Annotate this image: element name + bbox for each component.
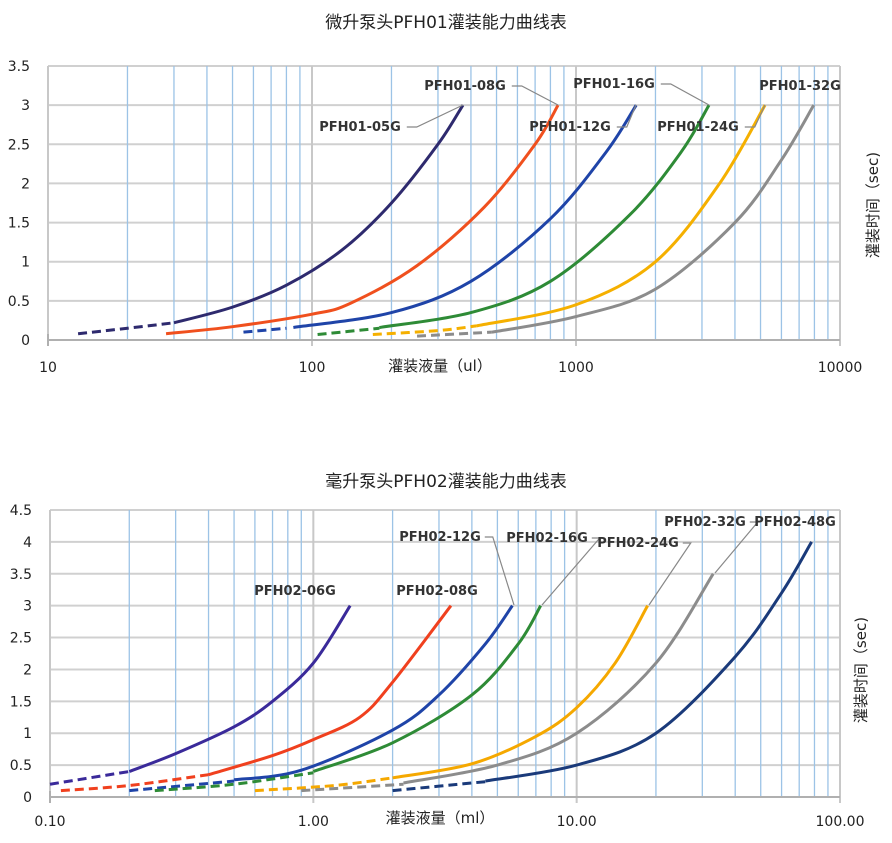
x-tick-label: 1000 <box>558 360 594 376</box>
series-label-leader <box>484 536 515 606</box>
series-pfh02-12g: PFH02-12G <box>129 530 515 793</box>
grid <box>47 65 841 346</box>
series-label-leader <box>744 104 766 128</box>
y-tick-label: 0.5 <box>10 758 32 774</box>
y-tick-label: 3 <box>21 98 30 114</box>
series-dashed-line <box>416 330 492 338</box>
series-pfh01-32g: PFH01-32G <box>416 79 841 338</box>
y-axis-title: 灌装时间（sec) <box>852 617 870 723</box>
series-solid-line <box>293 104 638 329</box>
series-pfh02-16g: PFH02-16G <box>154 531 602 793</box>
series-label: PFH02-06G <box>254 584 336 599</box>
series-label-leader <box>406 104 464 128</box>
series-solid-line <box>476 104 767 328</box>
y-tick-label: 1 <box>21 255 30 271</box>
series-label: PFH01-08G <box>424 79 506 94</box>
series-dashed-line <box>301 782 404 793</box>
y-tick-label: 2 <box>23 662 32 678</box>
y-tick-label: 1 <box>23 726 32 742</box>
series-pfh02-32g: PFH02-32G <box>301 515 760 793</box>
series-dashed-line <box>77 321 175 336</box>
x-tick-label: 1.00 <box>298 814 329 830</box>
series-solid-line <box>165 104 560 336</box>
series-pfh01-12g: PFH01-12G <box>243 104 638 334</box>
series-label-leader <box>648 542 692 606</box>
series-label-leader <box>616 104 637 128</box>
series-label: PFH02-32G <box>664 515 746 530</box>
series-solid-line <box>392 604 649 780</box>
series-solid-line <box>128 604 352 773</box>
series-pfh01-16g: PFH01-16G <box>317 77 711 337</box>
y-tick-label: 2.5 <box>8 137 30 153</box>
series-solid-line <box>379 104 711 329</box>
series-label: PFH01-32G <box>759 79 841 94</box>
y-tick-label: 0 <box>21 333 30 349</box>
series-dashed-line <box>154 771 314 793</box>
series-solid-line <box>403 572 715 785</box>
y-tick-label: 4 <box>23 535 32 551</box>
series-label: PFH02-16G <box>506 531 588 546</box>
y-tick-label: 1.5 <box>8 216 30 232</box>
series-dashed-line <box>129 779 235 793</box>
series-dashed-line <box>317 326 380 337</box>
series-dashed-line <box>392 780 486 793</box>
y-tick-label: 2.5 <box>10 631 32 647</box>
y-tick-label: 0 <box>23 790 32 806</box>
series-label: PFH01-05G <box>319 120 401 135</box>
series-solid-line <box>485 541 813 783</box>
series-label: PFH01-24G <box>657 120 739 135</box>
y-axis-title: 灌装时间（sec) <box>864 152 882 258</box>
series-solid-line <box>491 104 815 334</box>
series-label: PFH01-16G <box>573 77 655 92</box>
y-tick-label: 3.5 <box>10 567 32 583</box>
chart-pfh01: 微升泵头PFH01灌装能力曲线表 灌装液量（ul） 灌装时间（sec) 0 0.5… <box>8 13 882 376</box>
series-pfh02-08g: PFH02-08G <box>60 584 478 793</box>
series-dashed-line <box>49 770 130 786</box>
y-tick-label: 3.5 <box>8 59 30 75</box>
series-solid-line <box>233 604 514 782</box>
series-pfh01-08g: PFH01-08G <box>165 79 560 336</box>
y-tick-label: 3 <box>23 599 32 615</box>
series-pfh01-24g: PFH01-24G <box>372 104 767 337</box>
x-axis-title: 灌装液量（ml） <box>386 809 495 827</box>
series-label-leader <box>714 521 760 574</box>
x-tick-label: 100 <box>299 360 326 376</box>
chart-pfh02: 毫升泵头PFH02灌装能力曲线表 灌装液量（ml） 灌装时间（sec) 0 0.5… <box>10 472 870 830</box>
series-solid-line <box>173 104 465 325</box>
series-label-leader <box>511 85 559 106</box>
series-dashed-line <box>243 326 287 334</box>
series-dashed-line <box>60 773 209 793</box>
series-label: PFH02-48G <box>754 515 836 530</box>
y-tick-label: 4.5 <box>10 503 32 519</box>
series-pfh01-05g: PFH01-05G <box>77 104 465 336</box>
series-label-leader <box>541 537 602 606</box>
chart-title: 毫升泵头PFH02灌装能力曲线表 <box>325 472 566 492</box>
series-dashed-line <box>372 324 477 337</box>
series-label: PFH01-12G <box>529 120 611 135</box>
grid <box>49 509 841 803</box>
series-solid-line <box>312 604 542 773</box>
y-tick-label: 0.5 <box>8 294 30 310</box>
series-pfh02-48g: PFH02-48G <box>392 515 836 793</box>
series-pfh02-06g: PFH02-06G <box>49 584 352 786</box>
series-label: PFH02-12G <box>399 530 481 545</box>
series-pfh02-24g: PFH02-24G <box>254 536 692 793</box>
x-tick-label: 10000 <box>818 360 863 376</box>
series-label-leader <box>660 83 710 106</box>
x-tick-label: 10.00 <box>557 814 597 830</box>
x-tick-label: 10 <box>39 360 57 376</box>
series-label: PFH02-24G <box>597 536 679 551</box>
x-axis-title: 灌装液量（ul） <box>388 357 492 375</box>
series-label: PFH02-08G <box>396 584 478 599</box>
series-dashed-line <box>254 776 393 793</box>
x-tick-label: 0.10 <box>34 814 65 830</box>
y-tick-label: 2 <box>21 176 30 192</box>
chart-title: 微升泵头PFH01灌装能力曲线表 <box>325 13 566 33</box>
x-tick-label: 100.00 <box>816 814 865 830</box>
y-tick-label: 1.5 <box>10 694 32 710</box>
series-solid-line <box>208 604 453 777</box>
